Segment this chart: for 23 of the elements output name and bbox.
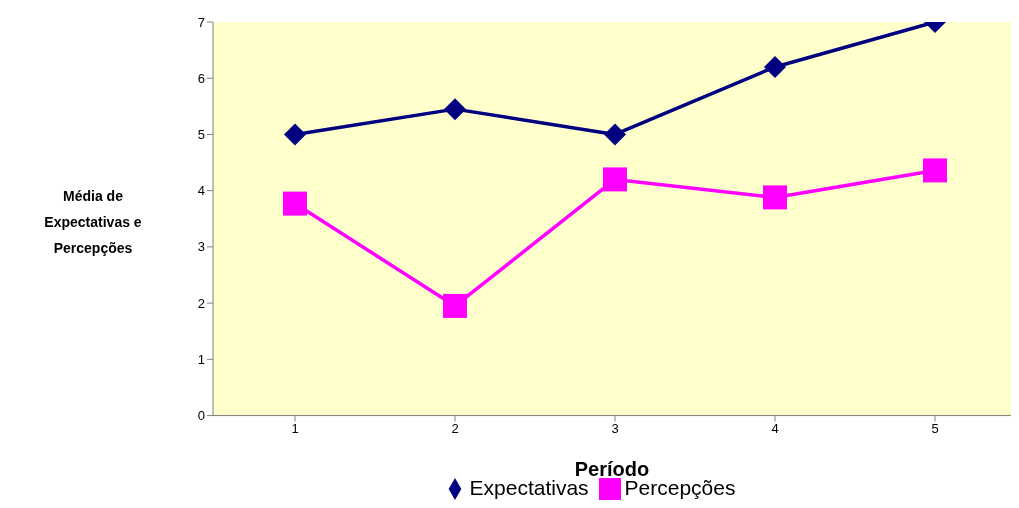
x-tick-label: 1	[291, 420, 299, 436]
y-tick-label: 5	[197, 127, 205, 143]
x-tick-label: 2	[451, 420, 459, 436]
y-tick-label: 2	[197, 295, 205, 311]
y-tick-label: 1	[197, 351, 205, 367]
point	[284, 123, 306, 146]
x-tick-label: 3	[611, 420, 619, 436]
y-tick-label: 3	[197, 239, 205, 255]
point	[604, 123, 626, 146]
y-tick-label: 4	[197, 183, 205, 199]
point	[444, 98, 466, 121]
y-axis-title: Média de Expectativas e Percepções	[43, 187, 143, 258]
point	[923, 158, 947, 183]
point	[283, 191, 307, 216]
y-tick-label: 6	[197, 70, 205, 86]
point	[764, 55, 786, 78]
x-tick-label: 5	[931, 420, 939, 436]
point	[763, 185, 787, 210]
point	[603, 167, 627, 192]
y-tick-label: 7	[197, 14, 205, 30]
x-tick-label: 4	[771, 420, 779, 436]
point	[443, 293, 467, 318]
y-tick-label: 0	[197, 408, 205, 424]
